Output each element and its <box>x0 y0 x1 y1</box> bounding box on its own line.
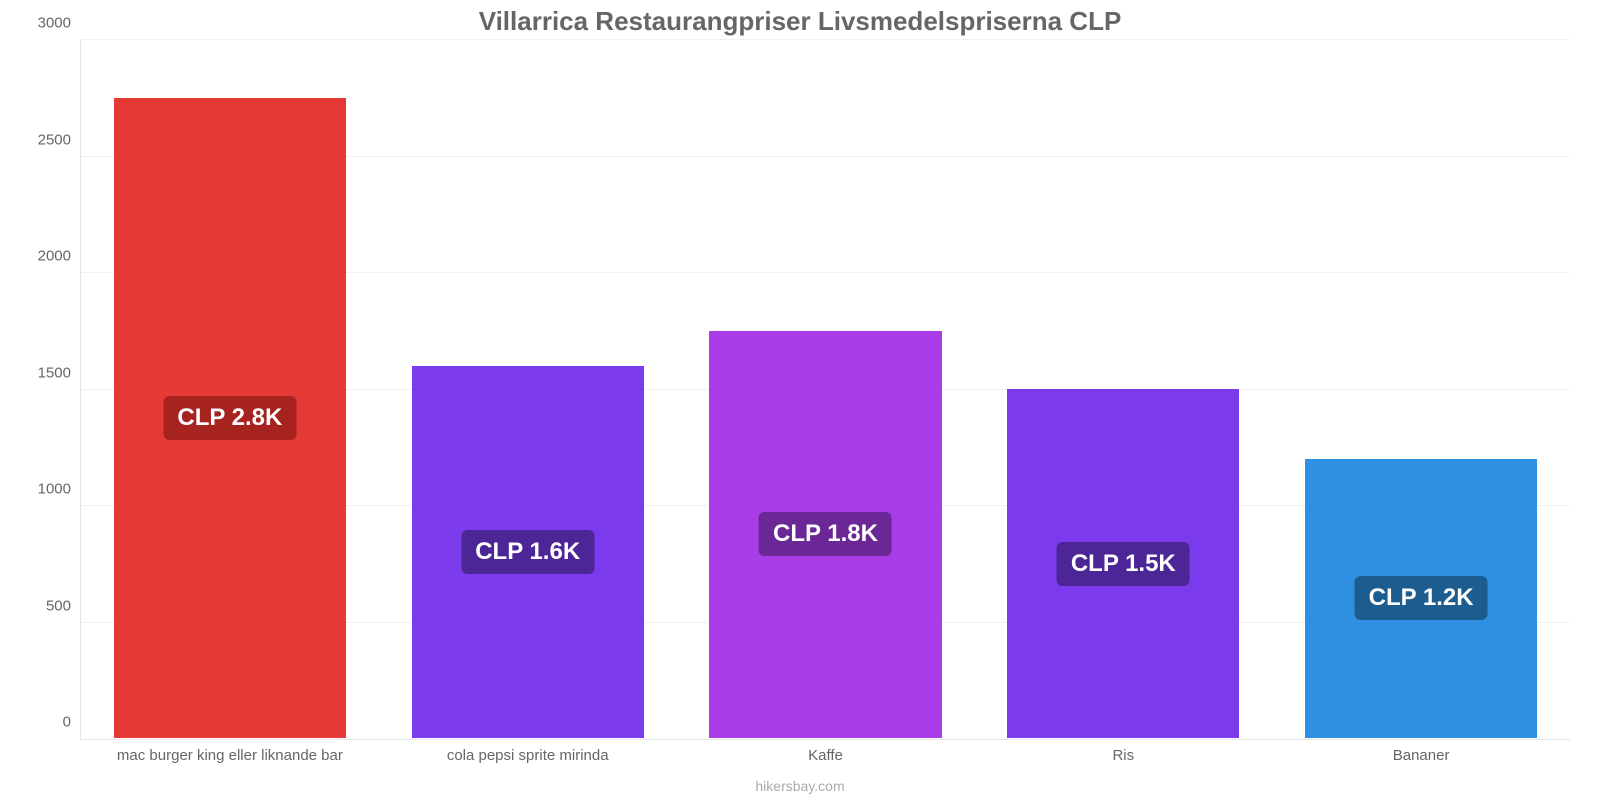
bar: CLP 1.5K <box>1007 389 1239 738</box>
y-tick-label: 2000 <box>38 248 71 265</box>
value-badge: CLP 1.5K <box>1057 542 1190 586</box>
x-tick-label: Ris <box>1112 747 1134 764</box>
y-tick-label: 2500 <box>38 131 71 148</box>
x-tick-label: mac burger king eller liknande bar <box>117 747 343 764</box>
bar: CLP 1.8K <box>709 331 941 738</box>
x-tick-label: Bananer <box>1393 747 1450 764</box>
bar-slot: CLP 1.6K <box>412 40 644 738</box>
value-badge: CLP 1.8K <box>759 512 892 556</box>
y-tick-label: 0 <box>63 714 71 731</box>
attribution-text: hikersbay.com <box>755 778 844 794</box>
bar: CLP 1.6K <box>412 366 644 738</box>
value-badge: CLP 1.6K <box>461 530 594 574</box>
bar-slot: CLP 2.8K <box>114 40 346 738</box>
value-badge: CLP 2.8K <box>163 396 296 440</box>
x-tick-label: cola pepsi sprite mirinda <box>447 747 609 764</box>
chart-title: Villarrica Restaurangpriser Livsmedelspr… <box>0 0 1600 37</box>
plot-area: 050010001500200025003000CLP 2.8Kmac burg… <box>80 40 1570 740</box>
y-tick-label: 1500 <box>38 364 71 381</box>
bar-slot: CLP 1.2K <box>1305 40 1537 738</box>
axes: 050010001500200025003000CLP 2.8Kmac burg… <box>80 40 1570 740</box>
bar-slot: CLP 1.5K <box>1007 40 1239 738</box>
y-tick-label: 1000 <box>38 481 71 498</box>
bar: CLP 1.2K <box>1305 459 1537 738</box>
y-tick-label: 500 <box>46 597 71 614</box>
value-badge: CLP 1.2K <box>1355 576 1488 620</box>
bar: CLP 2.8K <box>114 98 346 738</box>
y-tick-label: 3000 <box>38 15 71 32</box>
bar-slot: CLP 1.8K <box>709 40 941 738</box>
x-tick-label: Kaffe <box>808 747 843 764</box>
